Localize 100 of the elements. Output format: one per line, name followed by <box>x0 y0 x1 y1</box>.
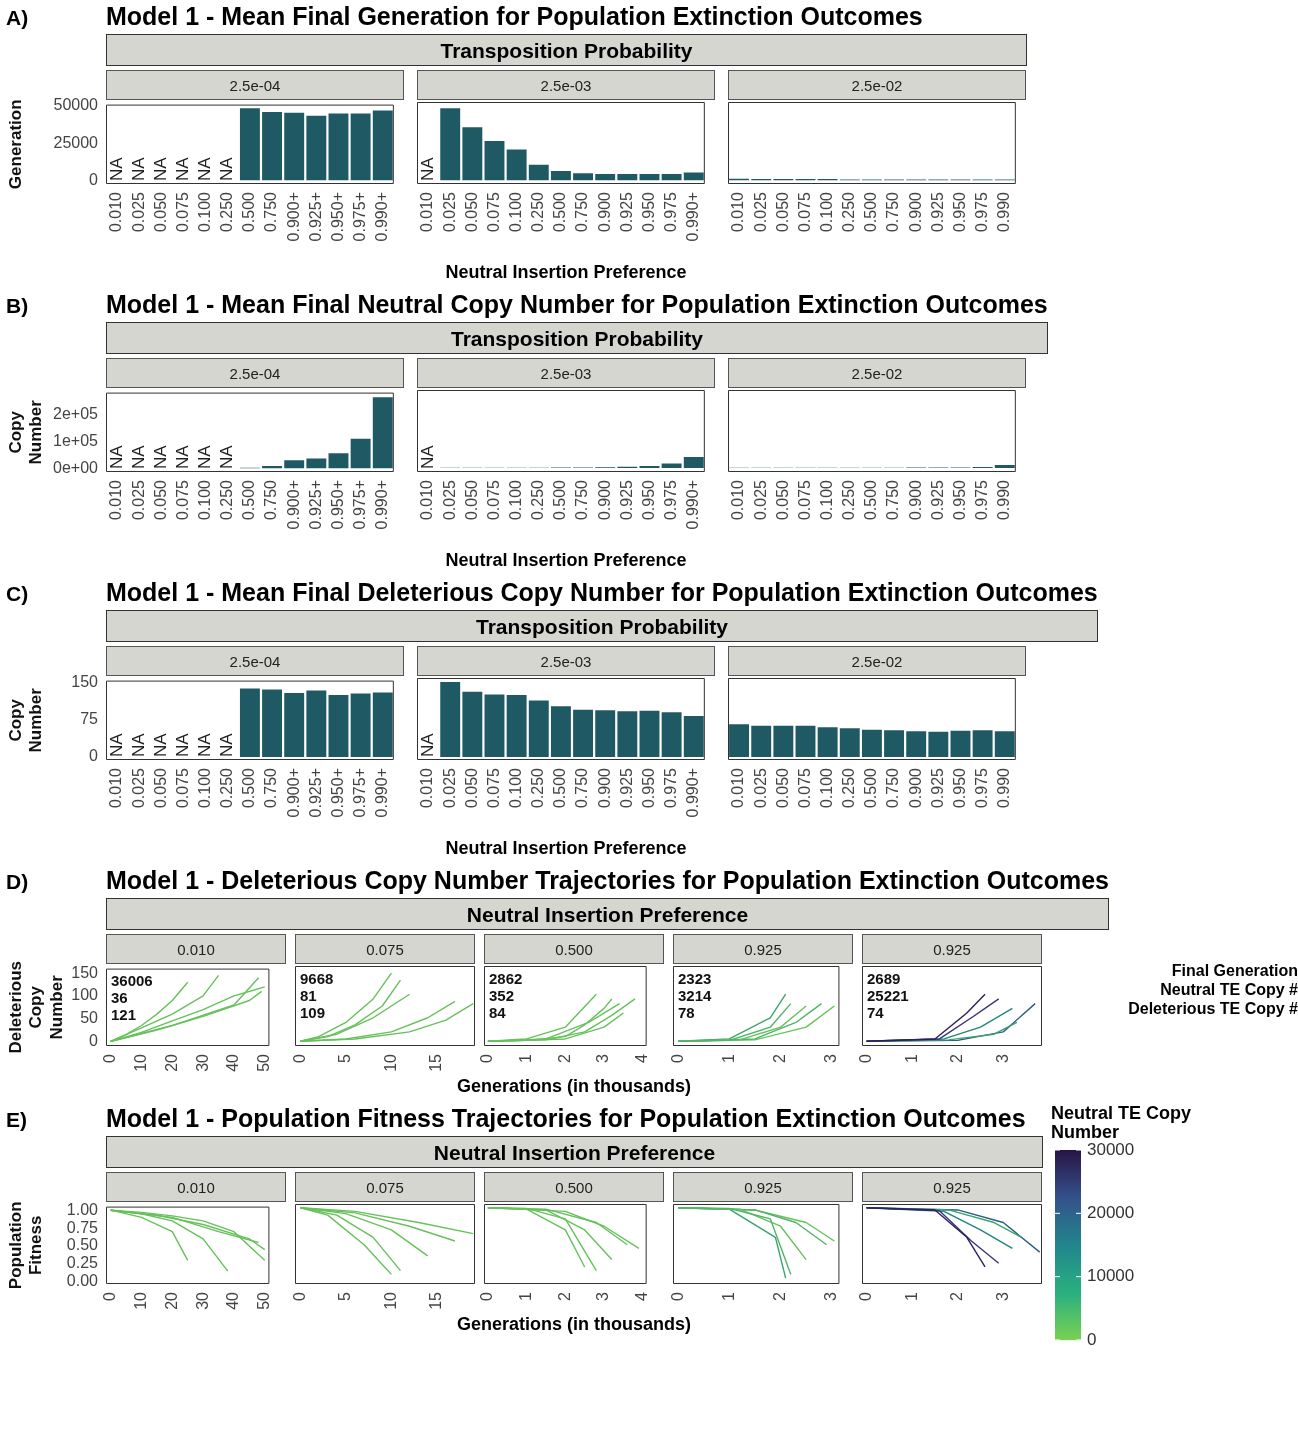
y-tick-label: 100 <box>71 986 99 1004</box>
chart-title: 0.925 <box>862 1172 1042 1202</box>
x-tick-label: 0.075 <box>173 767 191 809</box>
x-tick-label: 15 <box>427 1053 445 1072</box>
x-tick-label: 0.500 <box>240 191 258 233</box>
y-tick-label: 150 <box>71 963 99 981</box>
x-tick-label: 0.750 <box>884 191 902 233</box>
x-tick-label: 3 <box>822 1053 840 1063</box>
text: NA <box>106 157 126 181</box>
x-tick-label: 0.050 <box>773 479 791 521</box>
text: NA <box>173 445 193 469</box>
chart-title: 2.5e-02 <box>728 358 1026 388</box>
chart-title: 2.5e-04 <box>106 358 404 388</box>
x-tick-label: 0.925+ <box>306 480 324 530</box>
y-tick-label: 0 <box>89 747 99 765</box>
text: C) <box>6 582 30 606</box>
text: E) <box>6 1108 28 1132</box>
text: Model 1 - Mean Final Generation for Population Extinction Outcomes <box>106 2 923 31</box>
y-axis-title: Copy Number <box>5 687 46 753</box>
annotation: 36006 <box>111 972 153 990</box>
chart-title: 0.925 <box>673 934 853 964</box>
x-tick-label: 0.900+ <box>284 192 302 242</box>
x-tick-label: 3 <box>822 1291 840 1301</box>
x-tick-label: 50 <box>255 1053 273 1072</box>
y-tick-label: 1.00 <box>66 1200 99 1218</box>
x-tick-label: 0.990+ <box>684 768 702 818</box>
x-tick-label: 0.990+ <box>373 768 391 818</box>
x-tick-label: 0 <box>856 1291 874 1301</box>
y-tick-label: 2e+05 <box>53 405 99 422</box>
x-tick-label: 0.975+ <box>351 192 369 242</box>
x-tick-label: 0.950 <box>639 191 657 233</box>
chart-title: 2.5e-03 <box>417 70 715 100</box>
x-tick-label: 5 <box>336 1291 354 1301</box>
x-tick-label: 0.500 <box>862 767 880 809</box>
chart-title: 0.075 <box>295 934 475 964</box>
chart-title: 0.010 <box>106 934 286 964</box>
x-tick-label: 0 <box>478 1053 496 1063</box>
x-tick-label: 10 <box>131 1053 149 1072</box>
annotation: 9668 <box>300 969 334 987</box>
x-tick-label: 0.975 <box>973 191 991 233</box>
text: B) <box>6 294 30 318</box>
x-tick-label: 2 <box>770 1291 788 1301</box>
x-tick-label: 0.050 <box>773 767 791 809</box>
x-axis-title: Generations (in thousands) <box>456 1076 692 1097</box>
text: NA <box>173 157 193 181</box>
x-tick-label: 0.750 <box>573 191 591 233</box>
x-tick-label: 0.950 <box>639 767 657 809</box>
x-tick-label: 0.250 <box>840 479 858 521</box>
x-tick-label: 0.975+ <box>351 480 369 530</box>
x-tick-label: 0.100 <box>507 479 525 521</box>
text: Model 1 - Mean Final Deleterious Copy Number for Population Extinction Outcomes <box>106 578 1098 607</box>
x-tick-label: 0.010 <box>418 191 436 233</box>
x-tick-label: 0.250 <box>840 191 858 233</box>
x-tick-label: 0.750 <box>573 767 591 809</box>
x-tick-label: 0 <box>290 1291 308 1301</box>
text: Transposition Probability <box>106 610 1098 642</box>
x-tick-label: 0.050 <box>151 479 169 521</box>
x-tick-label: 0.500 <box>240 767 258 809</box>
annotation: 78 <box>678 1003 695 1021</box>
x-tick-label: 0.950 <box>950 191 968 233</box>
color-bar-label: 20000 <box>1087 1203 1135 1223</box>
x-tick-label: 0.925 <box>617 767 635 809</box>
x-tick-label: 0.075 <box>484 191 502 233</box>
x-tick-label: 0.990 <box>995 191 1013 233</box>
x-tick-label: 5 <box>336 1053 354 1063</box>
text: NA <box>151 157 171 181</box>
x-tick-label: 50 <box>255 1291 273 1310</box>
annotation: 25221 <box>867 986 909 1004</box>
x-tick-label: 0.900 <box>595 767 613 809</box>
x-tick-label: 0.050 <box>773 191 791 233</box>
text: Deleterious TE Copy # <box>1127 999 1298 1018</box>
y-axis-title: Population Fitness <box>5 1201 46 1290</box>
chart-title: 0.500 <box>484 1172 664 1202</box>
x-tick-label: 2 <box>555 1053 573 1063</box>
x-axis-title: Neutral Insertion Preference <box>445 550 687 571</box>
text: NA <box>417 445 437 469</box>
x-tick-label: 0.900 <box>595 479 613 521</box>
chart-title: 0.500 <box>484 934 664 964</box>
text: Neutral Insertion Preference <box>106 1136 1043 1168</box>
x-tick-label: 0.025 <box>440 479 458 521</box>
x-axis-title: Neutral Insertion Preference <box>445 262 687 283</box>
x-tick-label: 0.990+ <box>684 480 702 530</box>
chart-title: 0.925 <box>862 934 1042 964</box>
x-tick-label: 0.950+ <box>328 192 346 242</box>
x-tick-label: 30 <box>193 1291 211 1310</box>
x-tick-label: 0.950+ <box>328 768 346 818</box>
text: NA <box>128 157 148 181</box>
x-tick-label: 0.975 <box>662 479 680 521</box>
x-tick-label: 0.100 <box>196 191 214 233</box>
y-tick-label: 0.75 <box>66 1218 99 1236</box>
annotation: 84 <box>489 1003 507 1021</box>
text: Model 1 - Population Fitness Trajectories for Population Extinction Outcomes <box>106 1104 1026 1133</box>
y-axis-title: Copy Number <box>5 399 46 465</box>
text: NA <box>217 157 237 181</box>
x-tick-label: 0.900+ <box>284 768 302 818</box>
chart-title: 2.5e-02 <box>728 70 1026 100</box>
annotation: 81 <box>300 986 317 1004</box>
x-tick-label: 0.075 <box>484 479 502 521</box>
x-tick-label: 0.025 <box>129 479 147 521</box>
chart-title: 2.5e-02 <box>728 646 1026 676</box>
